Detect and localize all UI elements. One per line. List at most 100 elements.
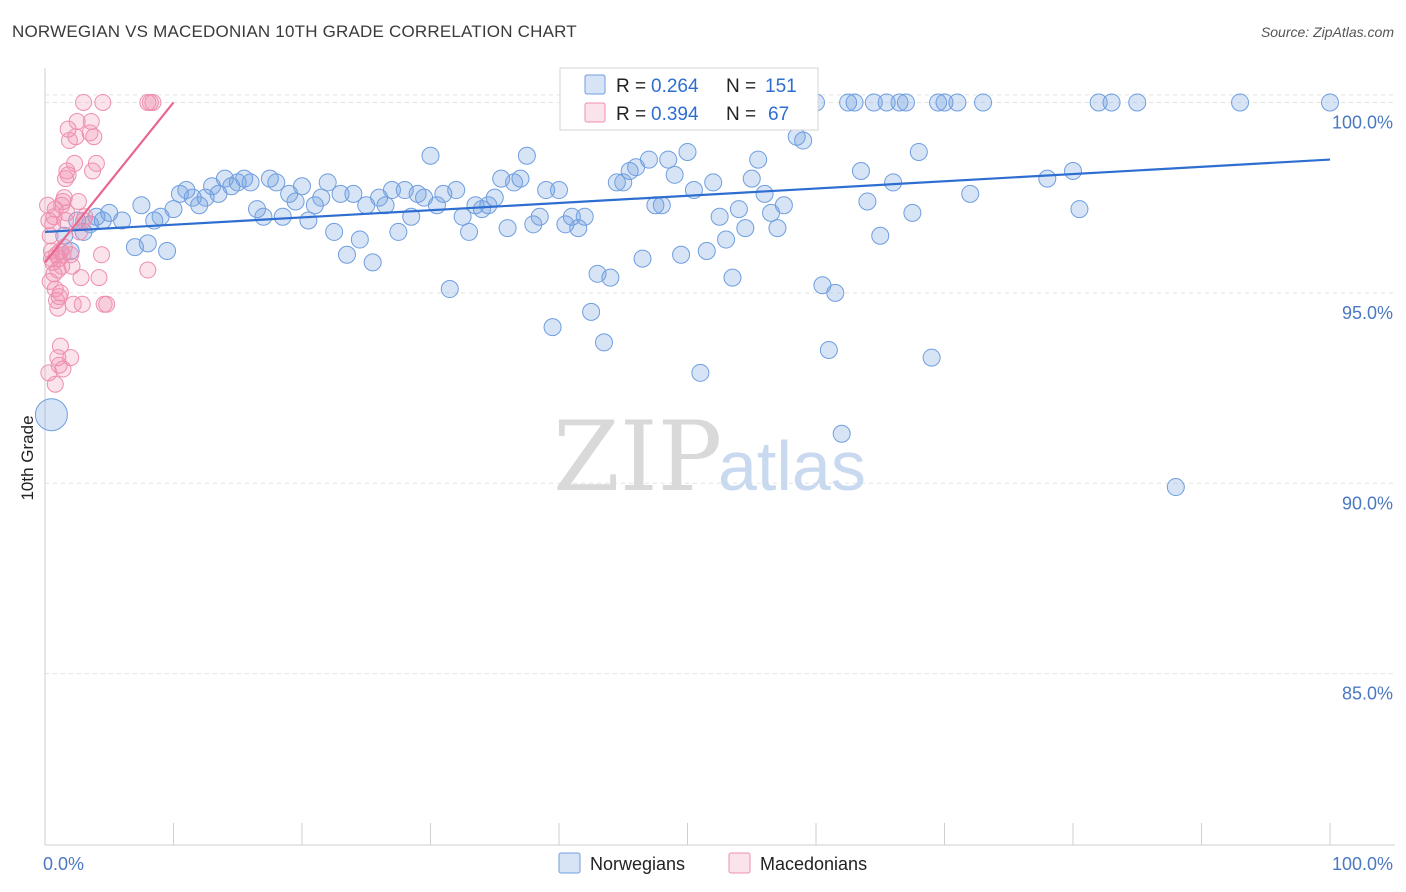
norwegian-point bbox=[749, 150, 768, 169]
norwegian-point bbox=[742, 169, 761, 188]
macedonian-point bbox=[84, 162, 102, 180]
stats-r-value-blue: 0.264 bbox=[651, 76, 699, 97]
norwegian-point bbox=[530, 207, 549, 226]
macedonian-point bbox=[63, 257, 81, 275]
legend-swatch-norwegians bbox=[558, 852, 581, 874]
norwegian-point bbox=[382, 181, 401, 200]
macedonian-point bbox=[94, 93, 112, 111]
norwegian-point bbox=[839, 93, 858, 112]
norwegian-point bbox=[537, 181, 556, 200]
norwegian-point bbox=[851, 162, 870, 181]
norwegian-point bbox=[299, 211, 318, 230]
norwegian-point bbox=[903, 203, 922, 222]
norwegian-point bbox=[363, 253, 382, 272]
axes-layer: 100.0% 95.0% 90.0% 85.0% 0.0% 100.0% bbox=[43, 68, 1395, 874]
norwegian-point bbox=[665, 165, 684, 184]
norwegian-point bbox=[318, 173, 337, 192]
y-tick-label: 90.0% bbox=[1342, 493, 1393, 513]
bottom-legend: Norwegians Macedonians bbox=[558, 852, 867, 874]
source-label: Source: ZipAtlas.com bbox=[1260, 24, 1394, 40]
legend-label-norwegians: Norwegians bbox=[590, 854, 685, 874]
norwegian-point bbox=[672, 245, 691, 264]
norwegian-point bbox=[190, 196, 209, 215]
norwegian-point bbox=[376, 196, 395, 215]
macedonian-point bbox=[69, 192, 87, 210]
norwegian-point bbox=[337, 245, 356, 264]
norwegian-point bbox=[614, 173, 633, 192]
macedonian-point bbox=[66, 154, 84, 172]
norwegian-point bbox=[594, 333, 613, 352]
watermark-atlas: atlas bbox=[718, 427, 866, 505]
norwegian-point bbox=[569, 219, 588, 238]
norwegian-point bbox=[1166, 478, 1185, 497]
norwegian-point bbox=[691, 363, 710, 382]
macedonian-point bbox=[75, 93, 93, 111]
norwegian-point bbox=[389, 222, 408, 241]
x-tick-label-max: 100.0% bbox=[1332, 854, 1393, 874]
macedonian-point bbox=[51, 337, 69, 355]
macedonian-point bbox=[72, 269, 90, 287]
norwegian-point bbox=[485, 188, 504, 207]
norwegian-point bbox=[633, 249, 652, 268]
norwegian-point bbox=[871, 226, 890, 245]
norwegian-point bbox=[312, 188, 331, 207]
norwegian-point bbox=[325, 222, 344, 241]
stats-legend-box bbox=[559, 67, 819, 131]
macedonian-point bbox=[55, 238, 73, 256]
norwegian-point bbox=[601, 268, 620, 287]
norwegian-point bbox=[826, 283, 845, 302]
stats-n-label-blue: N = bbox=[726, 76, 756, 97]
macedonian-point bbox=[90, 269, 108, 287]
watermark-zip: ZIP bbox=[553, 401, 722, 513]
norwegian-point bbox=[550, 181, 568, 200]
trend-layer bbox=[44, 101, 1331, 264]
norwegian-point bbox=[293, 177, 311, 196]
macedonian-point bbox=[51, 284, 69, 302]
norwegian-point bbox=[697, 241, 716, 260]
stats-r-label-blue: R = bbox=[616, 76, 646, 97]
norwegian-point bbox=[132, 196, 151, 215]
norwegian-point bbox=[832, 424, 851, 443]
macedonian-point bbox=[139, 261, 157, 279]
norwegian-point bbox=[254, 207, 273, 226]
norwegian-point bbox=[177, 181, 196, 200]
norwegian-point bbox=[929, 93, 948, 112]
norwegian-point bbox=[447, 181, 466, 200]
macedonian-point bbox=[82, 113, 100, 131]
norwegian-point bbox=[729, 200, 748, 219]
norwegian-point bbox=[717, 230, 736, 249]
stats-legend: R = 0.264 N = 151 R = 0.394 N = 67 bbox=[559, 67, 819, 131]
norwegian-point bbox=[774, 196, 793, 215]
y-axis-title: 10th Grade bbox=[18, 415, 37, 500]
norwegian-point bbox=[164, 200, 183, 219]
norwegian-point bbox=[896, 93, 915, 112]
norwegian-point bbox=[858, 192, 877, 211]
norwegian-point bbox=[922, 348, 941, 367]
norwegian-point bbox=[1070, 200, 1089, 219]
chart-title: NORWEGIAN VS MACEDONIAN 10TH GRADE CORRE… bbox=[12, 22, 577, 41]
norwegian-point bbox=[607, 173, 626, 192]
norwegian-point bbox=[704, 173, 723, 192]
macedonian-point bbox=[87, 154, 105, 172]
macedonian-point bbox=[62, 349, 80, 367]
macedonian-point bbox=[85, 128, 103, 146]
macedonian-point bbox=[58, 204, 76, 222]
norwegian-point bbox=[974, 93, 993, 112]
stats-legend-swatch-pink bbox=[584, 102, 606, 123]
norwegian-point bbox=[440, 280, 459, 299]
macedonian-trend-line bbox=[44, 101, 175, 264]
norwegian-point bbox=[344, 184, 363, 203]
norwegian-point bbox=[331, 184, 350, 203]
norwegian-point bbox=[183, 188, 202, 207]
norwegian-point bbox=[845, 93, 864, 112]
norwegian-point bbox=[1038, 169, 1057, 188]
norwegian-point bbox=[961, 184, 980, 203]
norwegian-point bbox=[1231, 93, 1250, 112]
norwegian-point bbox=[864, 93, 883, 112]
norwegian-point bbox=[890, 93, 909, 112]
norwegian-point bbox=[350, 230, 369, 249]
norwegian-point bbox=[909, 142, 928, 161]
norwegian-point bbox=[267, 173, 286, 192]
norwegian-point bbox=[421, 146, 440, 165]
stats-r-value-pink: 0.394 bbox=[651, 104, 699, 125]
